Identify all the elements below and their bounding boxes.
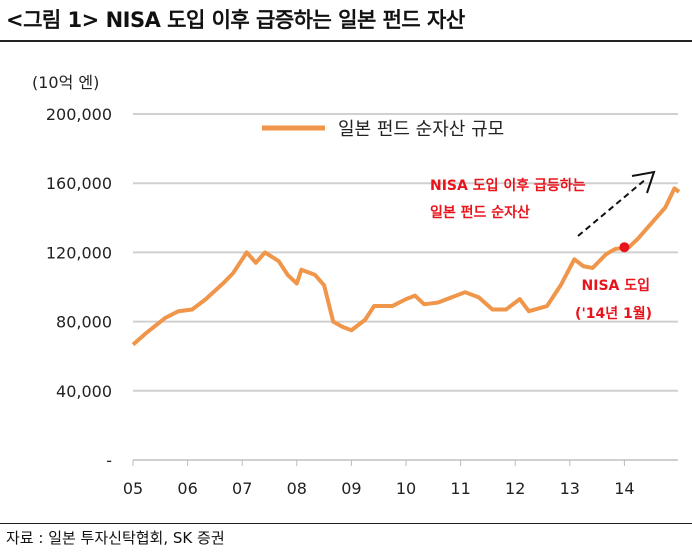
- x-tick-label: 06: [177, 479, 197, 498]
- y-tick-label: 160,000: [46, 174, 112, 193]
- y-tick-label: 200,000: [46, 105, 112, 124]
- line-chart: (10억 엔) - 40,000 80,000 120,000 160,000 200,00…: [32, 73, 681, 498]
- x-tick-label: 05: [123, 479, 143, 498]
- y-tick-label: -: [106, 451, 112, 470]
- annotation-label: NISA 도입: [582, 278, 650, 294]
- y-tick-label: 80,000: [56, 313, 112, 332]
- x-tick-label: 07: [232, 479, 252, 498]
- arrow-head-icon: [631, 170, 656, 194]
- x-tick-label: 10: [396, 479, 416, 498]
- x-tick-label: 12: [505, 479, 525, 498]
- source-note: 자료 : 일본 투자신탁협회, SK 증권: [6, 529, 225, 547]
- nisa-marker: [619, 242, 630, 253]
- title-divider: [0, 40, 692, 42]
- annotation-label: NISA 도입 이후 급등하는: [430, 177, 586, 194]
- x-tick-label: 14: [614, 479, 634, 498]
- x-tick-label: 08: [287, 479, 307, 498]
- y-tick-label: 120,000: [46, 243, 112, 262]
- legend-label: 일본 펀드 순자산 규모: [338, 119, 504, 140]
- trend-arrow: [577, 178, 647, 237]
- x-tick-label: 13: [560, 479, 580, 498]
- figure-title: <그림 1> NISA 도입 이후 급증하는 일본 펀드 자산: [6, 8, 465, 32]
- x-tick-label: 11: [450, 479, 470, 498]
- annotation-label: 일본 펀드 순자산: [430, 204, 530, 221]
- y-tick-label: 40,000: [56, 382, 112, 401]
- annotation-label: ('14년 1월): [575, 305, 652, 322]
- source-divider: [0, 523, 692, 524]
- y-axis-unit: (10억 엔): [32, 73, 99, 92]
- x-tick-label: 09: [341, 479, 361, 498]
- series-line: [131, 186, 681, 347]
